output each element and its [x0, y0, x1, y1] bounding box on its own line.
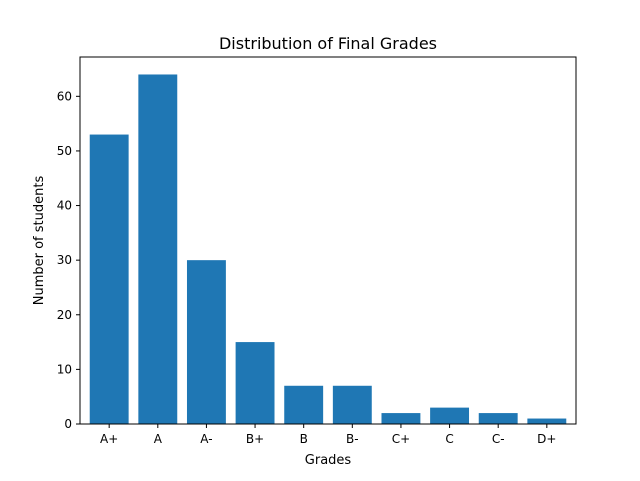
y-axis-ticks: 0 10 20 30 40 50 60 [57, 89, 80, 431]
y-axis-label: Number of students [32, 176, 47, 306]
plot-frame [79, 56, 577, 425]
x-tick-label: B- [346, 432, 359, 446]
bar-C+ [381, 413, 421, 424]
y-tick-label: 60 [57, 89, 72, 103]
bar-D+ [527, 418, 567, 424]
bar-A+ [89, 134, 129, 425]
bar-C [430, 407, 470, 424]
x-tick-label: A+ [100, 432, 118, 446]
x-tick-label: B+ [246, 432, 264, 446]
x-tick-label: A- [200, 432, 212, 446]
y-tick-label: 20 [57, 308, 72, 322]
bar-A [138, 74, 178, 424]
bars-group [89, 74, 567, 425]
x-tick-label: D+ [537, 432, 556, 446]
x-tick-label: C+ [392, 432, 410, 446]
y-tick-label: 40 [57, 199, 72, 213]
bar-C- [478, 413, 518, 424]
bar-B+ [235, 342, 275, 424]
x-tick-label: C- [492, 432, 505, 446]
y-tick-label: 30 [57, 253, 72, 267]
bar-B [284, 385, 324, 424]
y-tick-label: 50 [57, 144, 72, 158]
x-tick-label: A [154, 432, 163, 446]
x-tick-label: C [445, 432, 453, 446]
y-tick-label: 0 [64, 417, 72, 431]
x-tick-label: B [300, 432, 308, 446]
bar-B- [332, 385, 372, 424]
x-axis-ticks: A+ A A- B+ B B- C+ C C- D+ [100, 424, 556, 446]
x-axis-label: Grades [305, 453, 352, 468]
y-tick-label: 10 [57, 362, 72, 376]
chart-title: Distribution of Final Grades [219, 34, 437, 53]
bar-A- [186, 260, 226, 424]
